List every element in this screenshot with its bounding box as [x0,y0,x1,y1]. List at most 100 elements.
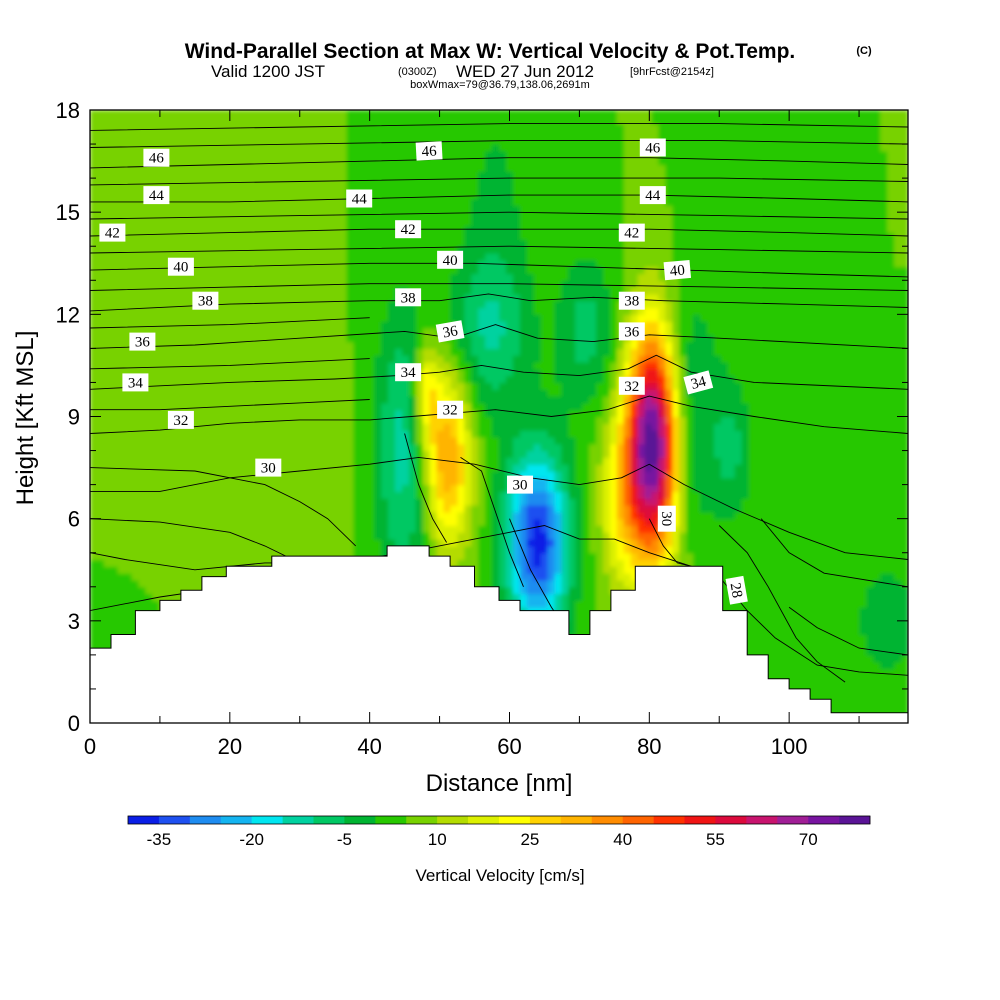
velocity-cell [152,300,160,309]
velocity-cell [395,505,403,513]
velocity-cell [395,130,403,138]
velocity-cell [200,157,209,166]
velocity-cell [346,218,355,227]
velocity-cell [90,518,98,527]
velocity-cell [339,212,348,220]
velocity-cell [346,382,355,390]
velocity-cell [284,293,292,302]
velocity-cell [346,355,355,363]
velocity-cell [388,157,396,166]
velocity-cell [90,273,98,281]
velocity-cell [263,198,271,206]
velocity-cell [193,341,202,349]
velocity-cell [450,416,458,424]
velocity-cell [332,130,341,138]
velocity-cell [443,545,452,554]
velocity-cell [339,450,348,458]
velocity-cell [422,178,431,186]
velocity-cell [263,314,271,322]
velocity-cell [152,389,160,397]
velocity-cell [110,362,119,370]
velocity-cell [193,532,202,540]
velocity-cell [374,184,382,193]
velocity-cell [145,464,153,472]
velocity-cell [311,457,320,465]
velocity-cell [270,218,278,227]
velocity-cell [166,123,174,132]
velocity-cell [270,477,278,486]
velocity-cell [270,539,278,547]
velocity-cell [117,627,126,636]
velocity-cell [395,491,403,499]
velocity-cell [110,389,119,397]
velocity-cell [339,348,348,356]
velocity-cell [436,525,445,533]
velocity-cell [443,150,452,159]
velocity-cell [166,362,174,370]
velocity-cell [429,525,438,533]
velocity-cell [381,436,389,445]
velocity-cell [304,334,313,343]
velocity-cell [235,232,244,241]
velocity-cell [173,362,181,370]
velocity-cell [263,423,271,431]
velocity-cell [284,171,292,179]
velocity-cell [221,259,230,268]
velocity-cell [367,110,375,118]
velocity-cell [443,368,452,377]
velocity-cell [450,368,458,377]
velocity-cell [395,511,403,520]
velocity-cell [242,389,251,397]
velocity-cell [228,150,237,159]
velocity-cell [228,498,237,506]
velocity-cell [381,375,389,384]
velocity-cell [353,205,361,213]
velocity-cell [173,116,181,125]
velocity-cell [187,498,195,506]
velocity-cell [187,123,195,132]
velocity-cell [138,559,147,567]
velocity-cell [353,321,361,329]
velocity-cell [436,416,445,424]
velocity-cell [457,389,465,397]
velocity-cell [110,375,119,384]
velocity-cell [145,164,153,172]
velocity-cell [90,545,98,554]
velocity-cell [242,191,251,200]
velocity-cell [325,450,334,458]
velocity-cell [242,559,251,567]
velocity-cell [304,110,313,118]
velocity-cell [103,191,112,200]
velocity-cell [388,355,396,363]
velocity-cell [187,171,195,179]
velocity-cell [401,212,410,220]
velocity-cell [131,443,140,452]
velocity-cell [249,511,257,520]
velocity-cell [381,293,389,302]
velocity-cell [221,130,230,138]
velocity-cell [90,525,98,533]
velocity-cell [304,184,313,193]
velocity-cell [401,505,410,513]
velocity-cell [124,212,133,220]
velocity-cell [429,491,438,499]
velocity-cell [367,327,375,336]
velocity-cell [221,314,230,322]
velocity-cell [145,287,153,295]
velocity-cell [131,409,140,418]
velocity-cell [117,327,126,336]
velocity-cell [367,144,375,152]
velocity-cell [339,239,348,247]
velocity-cell [214,171,223,179]
velocity-cell [374,436,382,445]
velocity-cell [228,273,237,281]
velocity-cell [457,144,465,152]
velocity-cell [381,355,389,363]
velocity-cell [471,491,479,499]
velocity-cell [388,164,396,172]
velocity-cell [256,225,264,234]
velocity-cell [90,355,98,363]
velocity-cell [381,157,389,166]
velocity-cell [249,539,257,547]
